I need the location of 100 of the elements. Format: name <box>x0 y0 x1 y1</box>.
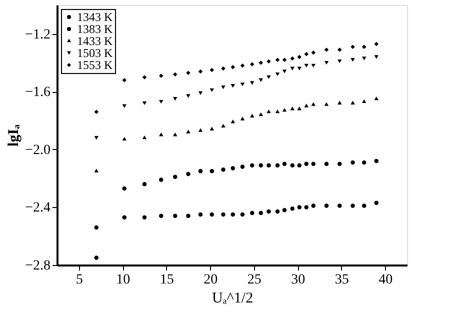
y-tick-label: −2.8 <box>25 258 50 274</box>
point <box>304 104 308 108</box>
point <box>297 163 302 168</box>
x-tick-label: 10 <box>116 272 130 288</box>
point <box>186 94 190 98</box>
point <box>324 60 329 65</box>
legend-label: 1383 K <box>77 22 113 36</box>
point <box>122 78 126 82</box>
point <box>210 212 214 217</box>
point <box>350 160 355 165</box>
point <box>311 50 316 55</box>
point <box>290 66 294 70</box>
point <box>324 102 329 106</box>
point <box>240 212 245 217</box>
point <box>122 136 126 141</box>
point <box>258 163 263 168</box>
point <box>94 256 98 260</box>
x-axis-title: Uₐ^1/2 <box>212 290 254 306</box>
point <box>338 100 342 104</box>
point <box>362 56 366 60</box>
point <box>159 178 164 182</box>
point <box>250 62 254 66</box>
point <box>210 168 214 174</box>
point <box>186 214 190 218</box>
point <box>275 163 280 168</box>
point <box>324 162 329 166</box>
point <box>350 100 355 104</box>
x-tick-label: 15 <box>160 272 174 288</box>
point <box>362 160 366 165</box>
point <box>297 205 302 210</box>
point <box>94 110 98 114</box>
point <box>338 48 342 52</box>
point <box>94 136 98 140</box>
point <box>290 206 294 211</box>
point <box>198 91 203 95</box>
point <box>350 58 355 62</box>
point <box>122 215 126 220</box>
point <box>186 130 190 134</box>
point <box>210 126 214 130</box>
point <box>304 64 308 68</box>
point <box>210 88 214 92</box>
point <box>230 84 235 88</box>
point <box>250 210 254 216</box>
point <box>258 60 263 65</box>
point <box>311 102 316 106</box>
point <box>266 59 271 64</box>
y-tick-label: −2.4 <box>25 200 50 216</box>
point <box>159 100 164 104</box>
point <box>311 204 316 208</box>
point <box>198 69 203 74</box>
point <box>258 112 263 116</box>
legend-label: 1553 K <box>77 58 113 72</box>
point <box>173 72 178 76</box>
point <box>266 163 271 168</box>
point <box>282 162 287 166</box>
point <box>230 212 235 217</box>
x-tick-label: 35 <box>334 272 349 288</box>
x-tick-label: 30 <box>291 272 306 288</box>
point <box>142 135 147 140</box>
legend-label: 1433 K <box>77 34 113 48</box>
point <box>173 214 178 218</box>
point <box>250 163 254 168</box>
y-axis-title: lgIₐ <box>6 124 22 146</box>
x-tick-label: 40 <box>378 272 393 288</box>
point <box>198 168 203 174</box>
y-tick-label: −2.0 <box>25 142 50 158</box>
point <box>142 215 147 220</box>
point <box>304 52 308 56</box>
point <box>266 75 271 80</box>
point <box>362 204 366 208</box>
point <box>282 58 287 62</box>
point <box>240 82 245 86</box>
point <box>258 210 263 216</box>
point <box>173 97 178 101</box>
point <box>266 109 271 114</box>
point <box>297 66 302 70</box>
legend-label: 1503 K <box>77 46 113 60</box>
y-tick-label: −1.6 <box>25 85 50 100</box>
point <box>324 204 329 208</box>
point <box>94 225 98 230</box>
point <box>282 70 287 74</box>
x-tick-label: 5 <box>76 272 83 288</box>
point <box>266 209 271 214</box>
point <box>221 168 226 172</box>
point <box>275 58 280 62</box>
point <box>362 44 366 50</box>
point <box>304 205 308 210</box>
point <box>240 164 245 169</box>
point <box>290 163 294 168</box>
point <box>304 162 308 166</box>
point <box>338 204 342 208</box>
point <box>311 64 316 68</box>
point <box>282 108 287 112</box>
point <box>94 168 98 172</box>
x-tick-label: 20 <box>204 272 218 288</box>
point <box>290 56 294 61</box>
point <box>282 208 287 212</box>
y-tick-label: −1.2 <box>25 27 50 42</box>
point <box>173 174 178 180</box>
point <box>250 81 254 85</box>
